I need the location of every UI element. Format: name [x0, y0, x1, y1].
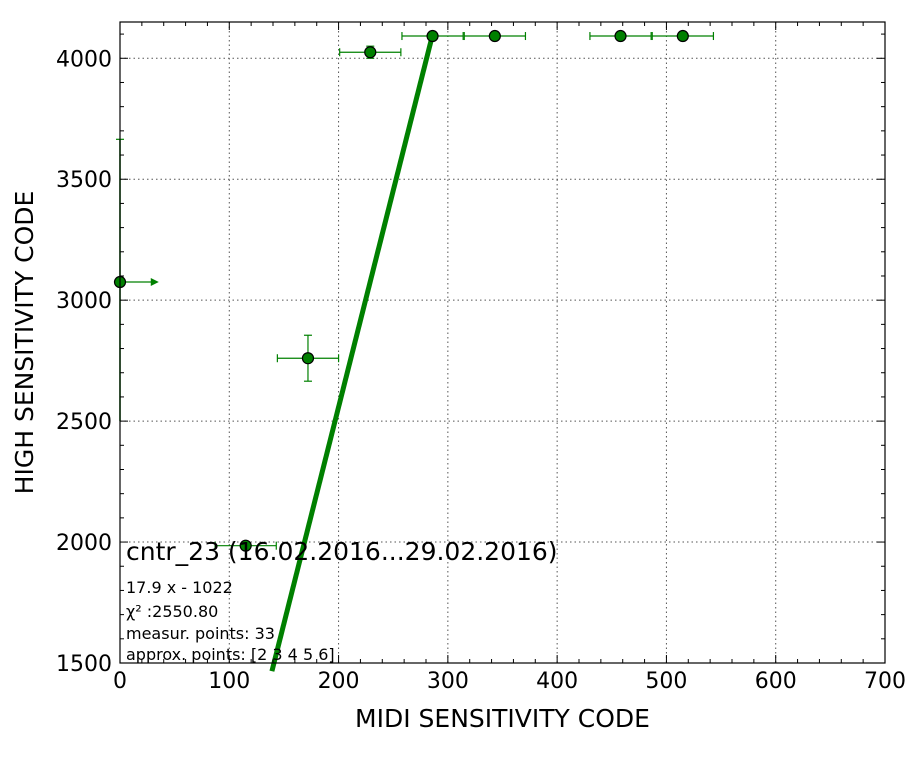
plot-frame	[119, 21, 886, 664]
data-point	[239, 539, 252, 552]
x-tick-label: 600	[755, 669, 797, 694]
data-point	[614, 29, 627, 43]
annotation-title: cntr_23 (16.02.2016...29.02.2016)	[126, 537, 558, 566]
x-tick-label: 500	[645, 669, 687, 694]
fit-line	[269, 34, 435, 672]
annotation-measur-points: measur. points: 33	[126, 624, 275, 643]
x-tick-label: 700	[864, 669, 906, 694]
y-tick-label: 4000	[56, 47, 112, 72]
fit-line-layer	[269, 34, 435, 672]
y-tick-label: 3500	[56, 168, 112, 193]
upper-limit-arrow	[150, 278, 159, 287]
x-tick-label: 300	[427, 669, 469, 694]
x-tick-label: 0	[113, 669, 127, 694]
tick-marks	[119, 22, 886, 664]
y-axis-label: HIGH SENSITIVITY CODE	[10, 191, 39, 495]
data-point	[364, 46, 377, 59]
annotation-approx-points: approx. points: [2 3 4 5 6]	[126, 645, 335, 664]
data-point	[676, 29, 689, 43]
y-tick-label: 2000	[56, 531, 112, 556]
tick-labels: 0 100 200 300 400 500 600 700 1500 2000 2500 3000 35…	[56, 47, 906, 694]
fit-annotation: cntr_23 (16.02.2016...29.02.2016) 17.9 x…	[126, 537, 558, 664]
y-tick-label: 1500	[56, 652, 112, 677]
data-point	[301, 352, 315, 365]
grid-lines	[120, 22, 885, 663]
x-tick-label: 400	[536, 669, 578, 694]
data-point	[488, 29, 501, 43]
x-axis-label: MIDI SENSITIVITY CODE	[355, 704, 650, 733]
x-tick-label: 200	[318, 669, 360, 694]
x-tick-label: 100	[208, 669, 250, 694]
y-tick-label: 3000	[56, 289, 112, 314]
y-tick-label: 2500	[56, 410, 112, 435]
data-point	[426, 29, 439, 43]
annotation-chi-square: χ² :2550.80	[126, 602, 218, 621]
annotation-fit-equation: 17.9 x - 1022	[126, 578, 233, 597]
